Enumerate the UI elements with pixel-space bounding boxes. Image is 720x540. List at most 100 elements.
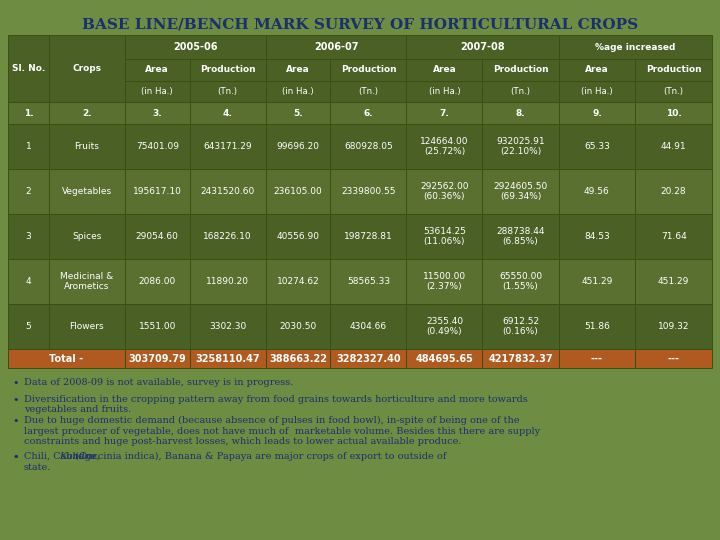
Text: 84.53: 84.53 (584, 232, 610, 241)
Text: Spices: Spices (72, 232, 102, 241)
Text: 3: 3 (25, 232, 31, 241)
Bar (189, 80, 266, 103)
Text: 451.29: 451.29 (581, 277, 613, 286)
Text: Data of 2008-09 is not available, survey is in progress.: Data of 2008-09 is not available, survey… (24, 378, 293, 387)
Bar (407, 124, 482, 169)
Bar (125, 169, 189, 214)
Bar (189, 259, 266, 304)
Bar (330, 259, 407, 304)
Bar (482, 124, 559, 169)
Text: 4217832.37: 4217832.37 (488, 354, 553, 363)
Text: state.: state. (24, 462, 51, 471)
Text: 2005-06: 2005-06 (173, 42, 217, 52)
Text: BASE LINE/BENCH MARK SURVEY OF HORTICULTURAL CROPS: BASE LINE/BENCH MARK SURVEY OF HORTICULT… (82, 18, 638, 32)
Bar (49, 124, 125, 169)
Text: 71.64: 71.64 (661, 232, 686, 241)
Text: 44.91: 44.91 (661, 142, 686, 151)
Text: 49.56: 49.56 (584, 187, 610, 196)
Text: Area: Area (145, 65, 169, 75)
Bar (330, 59, 407, 80)
Bar (125, 59, 189, 80)
Bar (482, 214, 559, 259)
Bar (189, 169, 266, 214)
Text: (in Ha.): (in Ha.) (428, 87, 460, 96)
Text: Total -: Total - (50, 354, 84, 363)
Text: Production: Production (492, 65, 549, 75)
Bar (189, 124, 266, 169)
Text: 10.: 10. (666, 109, 682, 118)
Bar (266, 59, 330, 80)
Bar (125, 349, 189, 368)
Text: (Coccinia indica), Banana & Papaya are major crops of export to outside of: (Coccinia indica), Banana & Papaya are m… (72, 452, 446, 461)
Bar (8, 169, 49, 214)
Bar (559, 169, 635, 214)
Text: •: • (12, 452, 19, 462)
Bar (8, 259, 49, 304)
Bar (559, 349, 635, 368)
Bar (125, 259, 189, 304)
Text: 29054.60: 29054.60 (136, 232, 179, 241)
Text: Production: Production (646, 65, 701, 75)
Bar (482, 103, 559, 124)
Bar (49, 214, 125, 259)
Text: 3258110.47: 3258110.47 (195, 354, 260, 363)
Bar (635, 80, 712, 103)
Text: 3302.30: 3302.30 (209, 322, 246, 331)
Text: (in Ha.): (in Ha.) (282, 87, 314, 96)
Text: •: • (12, 416, 19, 426)
Text: 303709.79: 303709.79 (128, 354, 186, 363)
Text: ---: --- (591, 354, 603, 363)
Bar (559, 214, 635, 259)
Bar (266, 259, 330, 304)
Text: Area: Area (286, 65, 310, 75)
Text: 3.: 3. (153, 109, 162, 118)
Text: 195617.10: 195617.10 (132, 187, 181, 196)
Text: •: • (12, 452, 19, 462)
Text: 4: 4 (26, 277, 31, 286)
Text: 2006-07: 2006-07 (314, 42, 359, 52)
Bar (635, 304, 712, 349)
Bar (635, 124, 712, 169)
Bar (125, 124, 189, 169)
Text: 288738.44
(6.85%): 288738.44 (6.85%) (496, 227, 545, 246)
Text: Sl. No.: Sl. No. (12, 64, 45, 73)
Text: 5: 5 (25, 322, 31, 331)
Text: 3282327.40: 3282327.40 (336, 354, 401, 363)
Text: 1: 1 (25, 142, 31, 151)
Bar (125, 214, 189, 259)
Text: 65550.00
(1.55%): 65550.00 (1.55%) (499, 272, 542, 291)
Text: 2.: 2. (82, 109, 91, 118)
Text: 168226.10: 168226.10 (203, 232, 252, 241)
Bar (635, 59, 712, 80)
Bar (407, 169, 482, 214)
Bar (635, 259, 712, 304)
Bar (189, 304, 266, 349)
Text: 2030.50: 2030.50 (279, 322, 317, 331)
Bar (189, 103, 266, 124)
Text: 680928.05: 680928.05 (344, 142, 393, 151)
Bar (559, 35, 712, 59)
Bar (482, 59, 559, 80)
Bar (559, 124, 635, 169)
Bar (125, 304, 189, 349)
Bar (8, 103, 49, 124)
Text: (Tn.): (Tn.) (664, 87, 683, 96)
Bar (407, 304, 482, 349)
Bar (330, 80, 407, 103)
Text: 388663.22: 388663.22 (269, 354, 327, 363)
Bar (482, 304, 559, 349)
Text: (Tn.): (Tn.) (217, 87, 238, 96)
Bar (8, 35, 49, 103)
Text: Diversification in the cropping pattern away from food grains towards horticultu: Diversification in the cropping pattern … (24, 395, 528, 414)
Bar (266, 214, 330, 259)
Bar (8, 304, 49, 349)
Text: 109.32: 109.32 (658, 322, 689, 331)
Text: 10274.62: 10274.62 (276, 277, 320, 286)
Bar (407, 103, 482, 124)
Text: 4.: 4. (222, 109, 233, 118)
Bar (559, 103, 635, 124)
Bar (635, 103, 712, 124)
Bar (330, 214, 407, 259)
Text: 932025.91
(22.10%): 932025.91 (22.10%) (496, 137, 545, 156)
Text: 643171.29: 643171.29 (203, 142, 252, 151)
